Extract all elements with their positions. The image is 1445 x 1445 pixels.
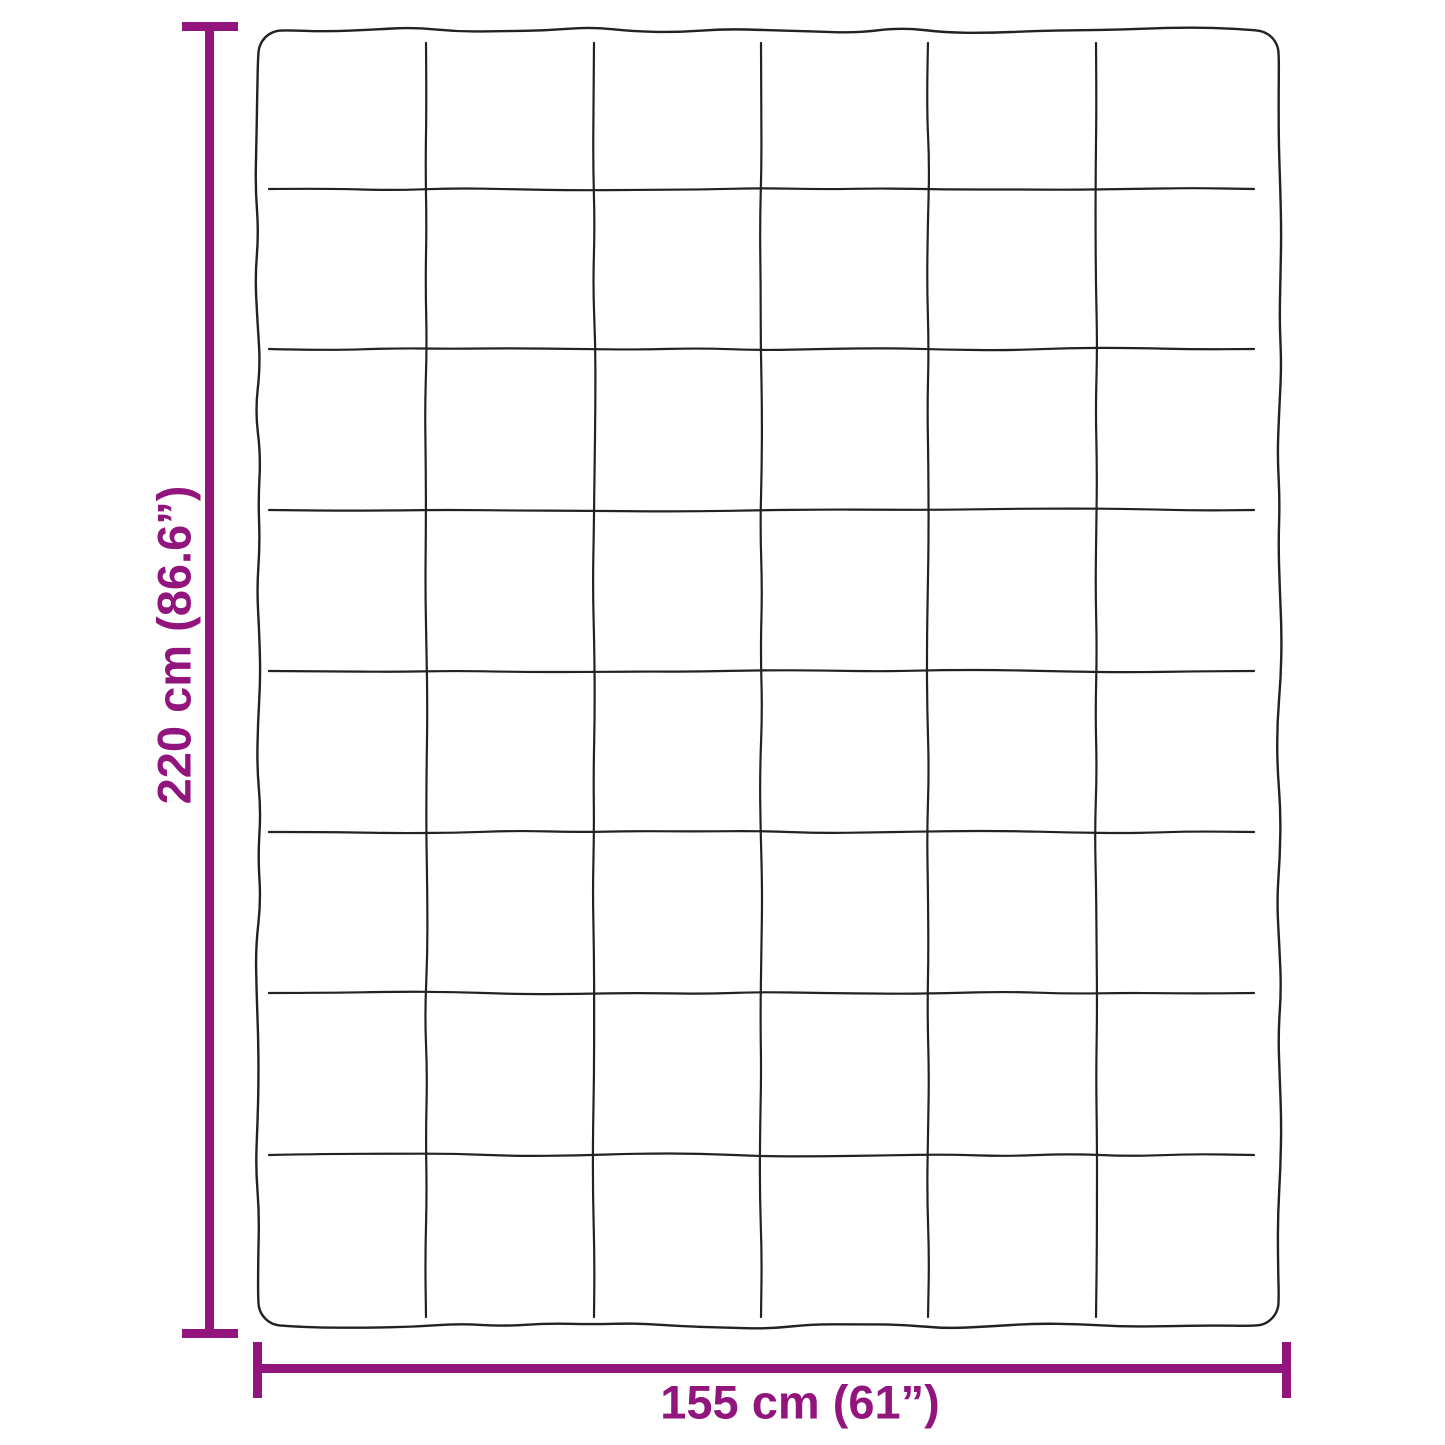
- width-dimension-line: [253, 1342, 1291, 1398]
- quilt-stitch-vertical-line: [925, 41, 931, 1319]
- quilt-stitch-horizontal-line: [267, 668, 1256, 674]
- quilt-stitch-horizontal-line: [267, 990, 1256, 996]
- quilt-stitch-vertical-line: [591, 41, 597, 1319]
- quilt-stitch-horizontal-line: [267, 187, 1256, 192]
- width-dimension-shaft: [253, 1364, 1291, 1373]
- height-dimension-bottom-cap: [182, 1329, 238, 1338]
- height-dimension-top-cap: [182, 22, 238, 31]
- quilt-stitch-horizontal-line: [267, 1152, 1256, 1158]
- quilt-stitch-horizontal-line: [267, 829, 1256, 835]
- quilt-stitch-horizontal-line: [267, 346, 1256, 352]
- width-dimension-right-cap: [1282, 1342, 1291, 1398]
- height-dimension-label: 220 cm (86.6”): [147, 485, 201, 805]
- height-dimension-line: [182, 22, 238, 1338]
- height-dimension-shaft: [205, 22, 214, 1338]
- quilt-stitch-vertical-line: [1094, 41, 1099, 1319]
- quilt-stitch-horizontal-line: [267, 507, 1256, 513]
- width-dimension-left-cap: [253, 1342, 262, 1398]
- blanket-outline: [254, 26, 1283, 1330]
- quilt-stitch-vertical-line: [758, 41, 764, 1319]
- blanket-drawing: [254, 26, 1283, 1330]
- quilt-stitch-vertical-line: [424, 41, 429, 1319]
- width-dimension-label: 155 cm (61”): [660, 1375, 940, 1429]
- quilt-grid-lines: [267, 41, 1256, 1319]
